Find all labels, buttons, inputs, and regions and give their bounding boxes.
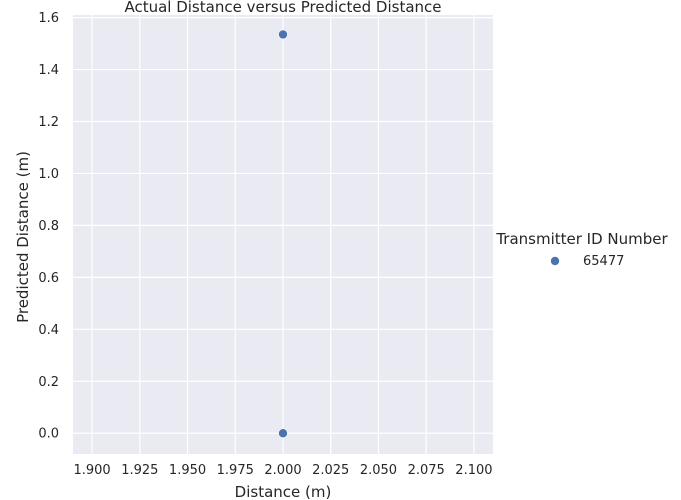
x-tick-label: 2.100 (455, 463, 492, 478)
y-tick-label: 0.2 (38, 375, 59, 390)
y-tick-labels: 0.0 0.2 0.4 0.6 0.8 1.0 1.2 1.4 1.6 (38, 11, 59, 442)
data-point (278, 428, 288, 439)
x-tick-label: 2.025 (312, 463, 349, 478)
y-tick-label: 1.0 (38, 167, 59, 182)
x-tick-label: 1.975 (217, 463, 254, 478)
x-tick-label: 2.075 (408, 463, 445, 478)
x-tick-label: 1.950 (169, 463, 206, 478)
x-tick-label: 1.925 (121, 463, 158, 478)
data-point (278, 29, 288, 40)
legend-label: 65477 (583, 254, 624, 269)
x-tick-labels: 1.900 1.925 1.950 1.975 2.000 2.025 2.050 2.075… (73, 463, 492, 478)
data-points (278, 29, 288, 439)
legend-title: Transmitter ID Number (495, 230, 668, 248)
y-axis-label: Predicted Distance (m) (14, 151, 32, 323)
x-tick-label: 2.050 (360, 463, 397, 478)
x-axis-label: Distance (m) (235, 483, 332, 500)
y-tick-label: 1.4 (38, 63, 59, 78)
y-tick-label: 1.2 (38, 115, 59, 130)
legend-marker (550, 256, 560, 266)
x-tick-label: 2.000 (264, 463, 301, 478)
y-tick-label: 1.6 (38, 11, 59, 26)
y-tick-label: 0.0 (38, 427, 59, 442)
y-tick-label: 0.6 (38, 271, 59, 286)
legend: Transmitter ID Number 65477 (495, 230, 668, 269)
x-tick-label: 1.900 (73, 463, 110, 478)
y-tick-label: 0.4 (38, 323, 59, 338)
y-tick-label: 0.8 (38, 219, 59, 234)
chart-title: Actual Distance versus Predicted Distanc… (124, 0, 441, 16)
